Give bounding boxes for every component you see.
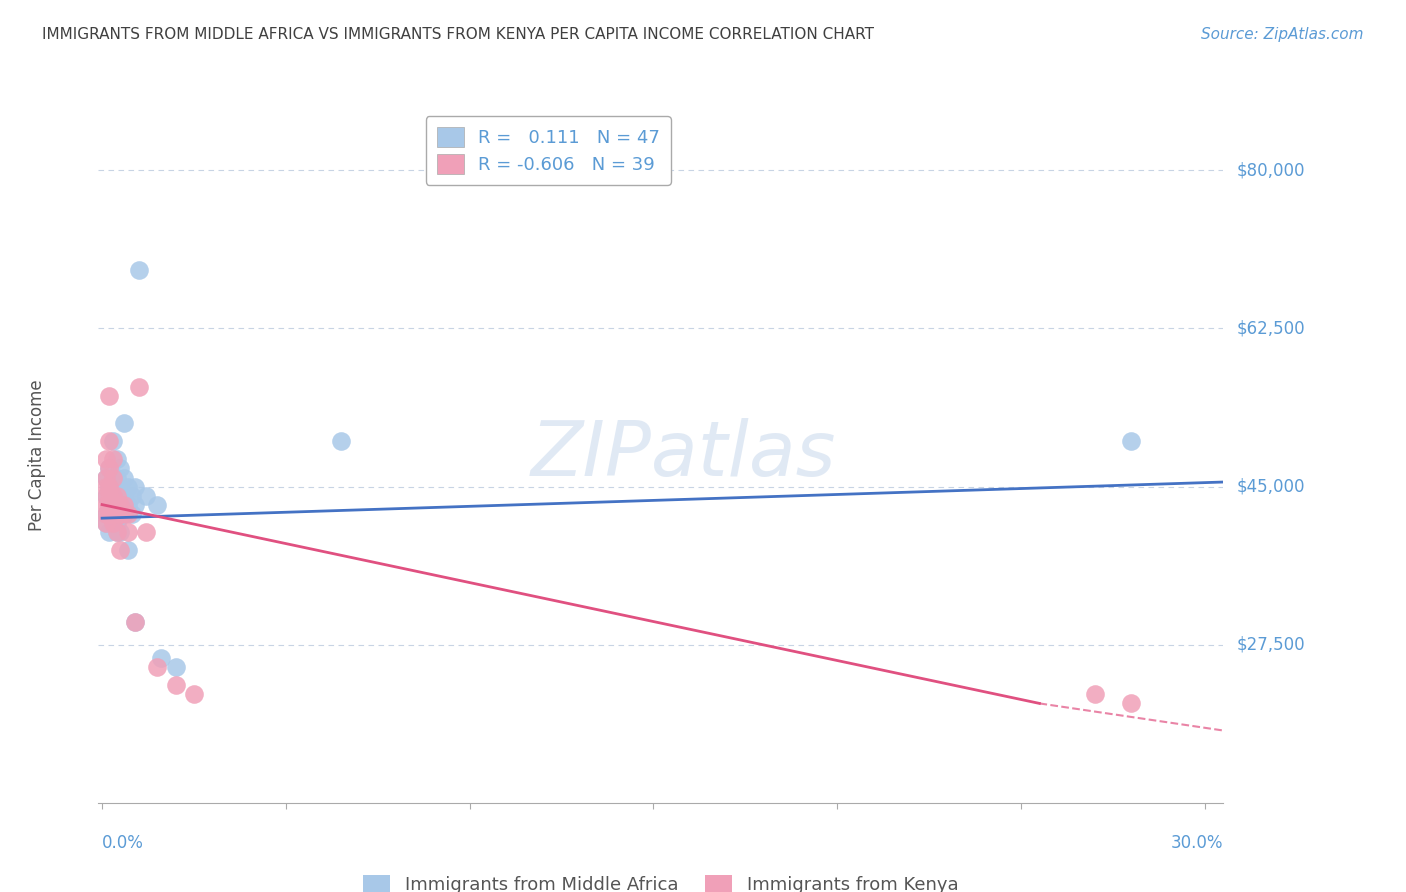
- Point: [112, 498, 135, 512]
- Point: [117, 498, 139, 512]
- Point: [98, 389, 121, 403]
- Point: [112, 498, 135, 512]
- Point: [110, 524, 132, 539]
- Point: [105, 524, 128, 539]
- Point: [101, 489, 124, 503]
- Point: [101, 470, 124, 484]
- Point: [110, 507, 132, 521]
- Point: [98, 524, 121, 539]
- Point: [146, 498, 169, 512]
- Point: [112, 470, 135, 484]
- Point: [101, 498, 124, 512]
- Point: [101, 489, 124, 503]
- Point: [112, 507, 135, 521]
- Point: [124, 615, 146, 629]
- Point: [105, 489, 128, 503]
- Point: [183, 687, 205, 701]
- Point: [110, 542, 132, 557]
- Text: $45,000: $45,000: [1237, 477, 1306, 496]
- Point: [94, 516, 117, 530]
- Point: [124, 498, 146, 512]
- Point: [1121, 434, 1143, 449]
- Text: IMMIGRANTS FROM MIDDLE AFRICA VS IMMIGRANTS FROM KENYA PER CAPITA INCOME CORRELA: IMMIGRANTS FROM MIDDLE AFRICA VS IMMIGRA…: [42, 27, 875, 42]
- Point: [117, 542, 139, 557]
- Point: [101, 434, 124, 449]
- Point: [1121, 697, 1143, 711]
- Point: [128, 380, 150, 394]
- Point: [105, 489, 128, 503]
- Point: [98, 498, 121, 512]
- Point: [112, 489, 135, 503]
- Point: [110, 498, 132, 512]
- Point: [135, 524, 157, 539]
- Point: [110, 507, 132, 521]
- Point: [105, 498, 128, 512]
- Point: [94, 470, 117, 484]
- Point: [94, 452, 117, 467]
- Point: [98, 507, 121, 521]
- Point: [105, 507, 128, 521]
- Point: [1083, 687, 1105, 701]
- Text: Per Capita Income: Per Capita Income: [28, 379, 45, 531]
- Point: [98, 507, 121, 521]
- Point: [110, 461, 132, 475]
- Point: [135, 489, 157, 503]
- Point: [121, 489, 143, 503]
- Point: [94, 507, 117, 521]
- Point: [101, 516, 124, 530]
- Point: [94, 470, 117, 484]
- Point: [105, 507, 128, 521]
- Text: 30.0%: 30.0%: [1171, 834, 1223, 853]
- Point: [101, 507, 124, 521]
- Point: [165, 678, 187, 692]
- Point: [124, 479, 146, 493]
- Point: [94, 489, 117, 503]
- Text: $80,000: $80,000: [1237, 161, 1306, 179]
- Point: [105, 452, 128, 467]
- Point: [112, 507, 135, 521]
- Point: [98, 479, 121, 493]
- Point: [98, 489, 121, 503]
- Point: [94, 479, 117, 493]
- Point: [98, 498, 121, 512]
- Point: [101, 452, 124, 467]
- Point: [101, 498, 124, 512]
- Point: [94, 498, 117, 512]
- Point: [98, 434, 121, 449]
- Point: [117, 524, 139, 539]
- Point: [149, 651, 172, 665]
- Legend: Immigrants from Middle Africa, Immigrants from Kenya: Immigrants from Middle Africa, Immigrant…: [356, 868, 966, 892]
- Point: [124, 615, 146, 629]
- Text: 0.0%: 0.0%: [103, 834, 143, 853]
- Point: [117, 507, 139, 521]
- Point: [98, 461, 121, 475]
- Point: [105, 516, 128, 530]
- Text: $27,500: $27,500: [1237, 636, 1306, 654]
- Point: [105, 470, 128, 484]
- Point: [101, 470, 124, 484]
- Point: [146, 660, 169, 674]
- Point: [330, 434, 353, 449]
- Text: $62,500: $62,500: [1237, 319, 1306, 337]
- Point: [101, 516, 124, 530]
- Point: [110, 479, 132, 493]
- Point: [121, 507, 143, 521]
- Point: [98, 461, 121, 475]
- Point: [112, 417, 135, 431]
- Point: [101, 507, 124, 521]
- Point: [128, 262, 150, 277]
- Point: [110, 498, 132, 512]
- Point: [105, 498, 128, 512]
- Text: ZIPatlas: ZIPatlas: [530, 418, 837, 491]
- Point: [98, 479, 121, 493]
- Point: [94, 507, 117, 521]
- Point: [94, 516, 117, 530]
- Point: [117, 479, 139, 493]
- Point: [165, 660, 187, 674]
- Text: Source: ZipAtlas.com: Source: ZipAtlas.com: [1201, 27, 1364, 42]
- Point: [94, 489, 117, 503]
- Point: [105, 524, 128, 539]
